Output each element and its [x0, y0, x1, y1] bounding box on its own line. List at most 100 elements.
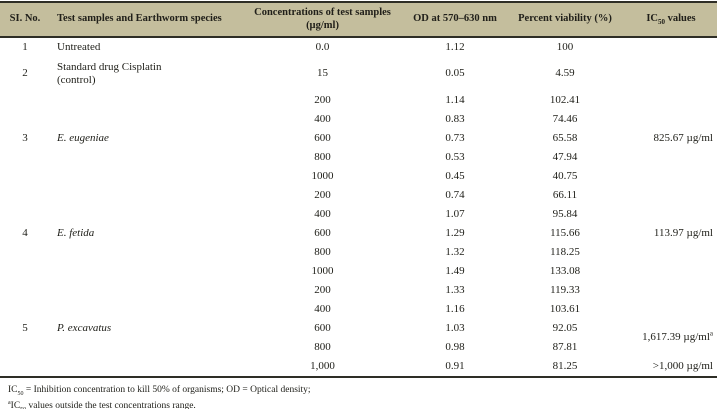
col-header-ic50-values: IC50 values	[625, 2, 717, 38]
od-value: 1.03	[445, 321, 465, 334]
table-row: 400 0.83 74.46	[0, 110, 717, 129]
ic50-value	[625, 37, 717, 57]
footnote-text: values outside the test concentrations r…	[26, 400, 196, 409]
concentrations-header-line1: Concentrations of test samples	[254, 7, 391, 19]
od-value: 1.49	[445, 264, 465, 277]
sample-name-line2: (control)	[57, 74, 96, 86]
header-row: SI. No. Test samples and Earthworm speci…	[0, 2, 717, 38]
od-value: 1.12	[445, 40, 465, 53]
viability-value: 40.75	[552, 169, 578, 182]
concentration-value: 800	[314, 245, 331, 258]
table-header: SI. No. Test samples and Earthworm speci…	[0, 2, 717, 38]
od-value: 1.33	[445, 283, 465, 296]
concentration-value: 1,000	[310, 359, 335, 372]
table-row: 600 1.29 115.66	[0, 224, 717, 243]
viability-value: 95.84	[552, 207, 578, 220]
viability-value: 102.41	[549, 93, 581, 106]
ic50-value: 113.97 µg/ml	[653, 226, 713, 239]
viability-value: 65.58	[552, 131, 578, 144]
ic50-value: >1,000 µg/ml	[652, 359, 713, 372]
table-row: 800 0.53 47.94	[0, 148, 717, 167]
table-row: 1000 1.49 133.08	[0, 262, 717, 281]
si-number: 4	[22, 226, 28, 239]
table-body: 1 Untreated 0.0 1.12 100 2 Standard drug…	[0, 37, 717, 377]
table-row-cisplatin: 2 Standard drug Cisplatin (control) 15 0…	[0, 57, 717, 91]
ic50-label: IC	[646, 13, 659, 25]
sample-name: Standard drug Cisplatin (control)	[50, 57, 240, 91]
table-footnotes: IC50 = Inhibition concentration to kill …	[0, 378, 717, 409]
ic50-number: 1,617.39 µg/ml	[642, 331, 710, 344]
col-header-test-samples: Test samples and Earthworm species	[50, 2, 240, 38]
od-value: 0.05	[445, 67, 465, 80]
table-row: 1000 0.45 40.75	[0, 167, 717, 186]
footnote-text: = Inhibition concentration to kill 50% o…	[23, 385, 311, 395]
od-value: 1.29	[445, 226, 465, 239]
table-row: 600 0.73 65.58	[0, 129, 717, 148]
ic50-footnote-marker: a	[709, 329, 713, 338]
od-value: 1.32	[445, 245, 465, 258]
col-header-si-no: SI. No.	[0, 2, 50, 38]
viability-value: 100	[556, 40, 574, 53]
footnote-line1: IC50 = Inhibition concentration to kill …	[8, 383, 717, 399]
table-row-excavatus: 5 P. excavatus 200 1.33 119.33	[0, 281, 717, 334]
concentration-value: 400	[314, 302, 331, 315]
footnote-ic50-subscript: 50	[20, 407, 26, 409]
table-row: 400 1.16 103.61	[0, 300, 717, 319]
table-row-fetida: 4 E. fetida 200 0.74 66.11 113.97 µg/ml	[0, 186, 717, 239]
ic50-label-suffix: values	[665, 13, 696, 25]
concentration-value: 200	[314, 283, 331, 296]
od-value: 0.91	[445, 359, 465, 372]
species-name: E. fetida	[57, 226, 95, 239]
footnote-ic50-label: IC	[8, 385, 18, 395]
concentration-value: 0.0	[315, 40, 330, 53]
concentration-value: 1000	[311, 264, 334, 277]
concentration-value: 600	[314, 321, 331, 334]
viability-value: 87.81	[552, 340, 578, 353]
od-value: 0.83	[445, 112, 465, 125]
si-number: 3	[22, 131, 28, 144]
table-row: 1,000 0.91 81.25 >1,000 µg/ml	[0, 357, 717, 377]
footnote-marker: a	[8, 399, 11, 406]
concentration-value: 200	[314, 188, 331, 201]
od-value: 0.45	[445, 169, 465, 182]
ic50-value: 825.67 µg/ml	[653, 131, 713, 144]
table-row: 400 1.07 95.84	[0, 205, 717, 224]
concentration-value: 400	[314, 112, 331, 125]
concentration-value: 200	[314, 93, 331, 106]
ic50-value	[625, 281, 717, 300]
viability-value: 74.46	[552, 112, 578, 125]
viability-value: 81.25	[552, 359, 578, 372]
viability-value: 103.61	[549, 302, 581, 315]
sample-name-line1: Standard drug Cisplatin	[57, 60, 162, 73]
concentration-value: 400	[314, 207, 331, 220]
ic50-subscript: 50	[658, 18, 666, 27]
sample-name: Untreated	[57, 40, 101, 53]
col-header-od: OD at 570–630 nm	[405, 2, 505, 38]
si-number: 2	[22, 67, 28, 80]
table-row: 800 0.98 87.81	[0, 338, 717, 357]
footnote-line2: aIC50 values outside the test concentrat…	[8, 399, 717, 409]
od-value: 0.73	[445, 131, 465, 144]
concentration-value: 15	[317, 67, 328, 80]
od-value: 1.14	[445, 93, 465, 106]
table-row: 800 1.32 118.25	[0, 243, 717, 262]
viability-value: 92.05	[552, 321, 578, 334]
species-name: E. eugeniae	[57, 131, 109, 144]
table-row-eugeniae: 3 E. eugeniae 200 1.14 102.41 825.67 µg/…	[0, 91, 717, 144]
ic50-value: 1,617.39 µg/mla	[625, 319, 717, 357]
viability-value: 118.25	[550, 245, 580, 258]
viability-value: 115.66	[550, 226, 580, 239]
si-number: 5	[22, 321, 28, 334]
concentration-value: 600	[314, 226, 331, 239]
viability-value: 119.33	[550, 283, 580, 296]
col-header-percent-viability: Percent viability (%)	[505, 2, 625, 38]
table-row-untreated: 1 Untreated 0.0 1.12 100	[0, 37, 717, 57]
footnote-ic50-label: IC	[10, 400, 21, 409]
viability-value: 66.11	[552, 188, 578, 201]
concentration-value: 600	[314, 131, 331, 144]
viability-value: 47.94	[552, 150, 578, 163]
concentration-value: 800	[314, 340, 331, 353]
od-value: 1.16	[445, 302, 465, 315]
od-value: 0.74	[445, 188, 465, 201]
